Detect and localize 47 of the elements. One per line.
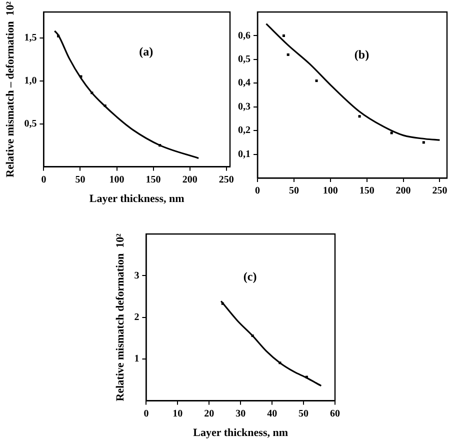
annotation: (b) [354, 47, 370, 62]
x-tick-label: 100 [109, 174, 124, 186]
x-tick-label: 40 [267, 408, 278, 420]
x-axis-title: Layer thickness, nm [89, 193, 184, 206]
x-tick-label: 250 [218, 174, 234, 186]
x-axis-title: Layer thickness, nm [193, 427, 288, 440]
y-axis-title: Relative mismatch deformation 10² [114, 232, 126, 402]
x-tick-label: 200 [182, 174, 198, 186]
x-tick-label: 200 [396, 186, 411, 197]
point [286, 53, 290, 56]
x-tick-label: 30 [236, 408, 246, 420]
x-tick-label: 150 [359, 186, 374, 197]
annotation: (c) [243, 270, 257, 284]
x-tick-label: 0 [41, 174, 46, 186]
x-tick-label: 100 [322, 186, 338, 197]
x-tick-label: 50 [288, 186, 299, 197]
x-tick-label: 10 [172, 408, 183, 420]
annotation: (a) [139, 44, 154, 58]
line-series [265, 23, 441, 141]
y-tick-label: 0,1 [238, 148, 250, 160]
x-tick-label: 0 [255, 186, 260, 197]
y-tick-label: 0,2 [238, 125, 250, 136]
y-tick-label: 0,3 [238, 101, 250, 112]
x-tick-label: 50 [298, 408, 309, 420]
point [390, 132, 393, 134]
point [422, 141, 425, 144]
point [315, 80, 318, 82]
y-tick-label: 1,5 [24, 32, 37, 44]
point [282, 34, 286, 37]
x-tick-label: 250 [432, 186, 448, 197]
line-series [220, 300, 322, 387]
x-tick-label: 50 [75, 174, 86, 186]
x-tick-label: 0 [144, 408, 149, 420]
y-tick-label: 1,0 [24, 75, 37, 86]
x-tick-label: 20 [204, 408, 214, 420]
x-tick-label: 150 [146, 174, 161, 186]
x-tick-label: 60 [330, 408, 340, 420]
y-tick-label: 0,5 [238, 54, 250, 66]
y-tick-label: 1 [134, 354, 140, 365]
y-tick-label: 0,6 [238, 30, 250, 42]
y-tick-label: 2 [134, 312, 140, 323]
y-tick-label: 0,5 [24, 118, 37, 130]
y-tick-label: 3 [134, 270, 140, 282]
y-tick-label: 0,4 [238, 78, 250, 89]
line-series [54, 30, 200, 159]
y-axis-title: Relative mismatch – deformation 10² [4, 0, 16, 178]
point [358, 115, 361, 118]
